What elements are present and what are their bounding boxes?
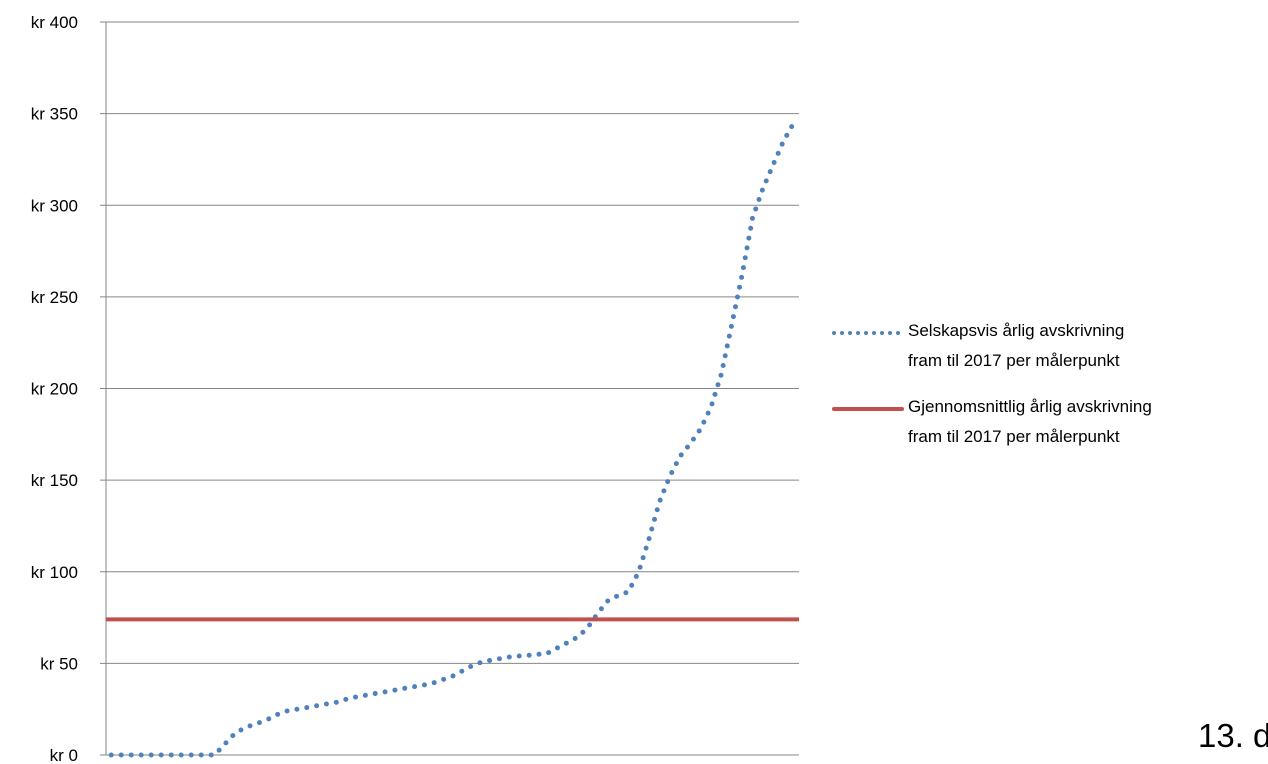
legend-label: fram til 2017 per målerpunkt	[908, 427, 1120, 446]
y-tick-label: kr 150	[31, 471, 78, 490]
axes	[100, 21, 107, 756]
legend-label: fram til 2017 per målerpunkt	[908, 351, 1120, 370]
y-tick-label: kr 50	[40, 654, 78, 673]
legend-label: Selskapsvis årlig avskrivning	[908, 321, 1124, 340]
y-tick-labels: kr 0 kr 50 kr 100 kr 150 kr 200 kr 250 kr 300 k…	[31, 13, 78, 764]
y-tick-label: kr 350	[31, 105, 78, 124]
series-line-company	[108, 120, 797, 758]
page-number: 13. d	[1198, 717, 1268, 754]
y-tick-label: kr 100	[31, 563, 78, 582]
legend: Selskapsvis årlig avskrivning fram til 20…	[832, 321, 1152, 446]
y-tick-label: kr 0	[50, 746, 78, 764]
y-tick-label: kr 400	[31, 13, 78, 32]
legend-label: Gjennomsnittlig årlig avskrivning	[908, 397, 1152, 416]
y-tick-label: kr 250	[31, 288, 78, 307]
y-tick-label: kr 200	[31, 380, 78, 399]
y-tick-label: kr 300	[31, 196, 78, 215]
series	[106, 120, 799, 758]
gridlines	[106, 21, 799, 756]
